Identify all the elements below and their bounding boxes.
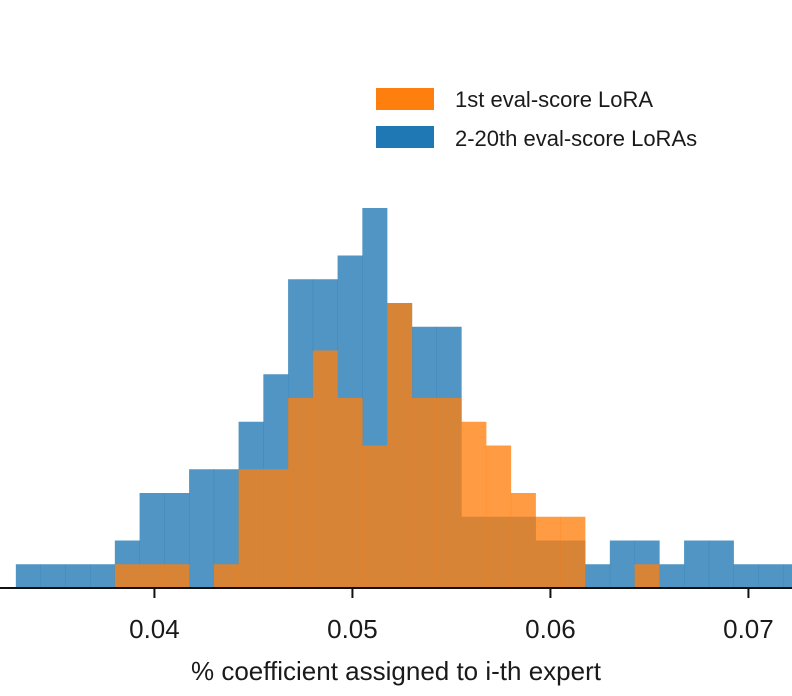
bar-2-20th-bin-30	[758, 564, 784, 588]
series-1st-bars	[114, 303, 660, 588]
bar-1st-bin-16	[411, 398, 437, 588]
bar-1st-bin-25	[634, 564, 660, 588]
bar-2-20th-bin-7	[189, 469, 215, 588]
x-axis-label: % coefficient assigned to i-th expert	[191, 656, 602, 686]
bar-1st-bin-9	[238, 469, 264, 588]
bar-1st-bin-10	[263, 469, 289, 588]
bar-2-20th-bin-24	[609, 540, 635, 588]
legend-swatch-2-20th	[376, 126, 434, 148]
x-tick-label-0.06: 0.06	[525, 614, 576, 644]
bar-2-20th-bin-29	[733, 564, 759, 588]
bar-2-20th-bin-28	[708, 540, 734, 588]
bar-1st-bin-6	[164, 564, 190, 588]
bar-1st-bin-19	[486, 445, 512, 588]
x-axis-ticks: 0.04 0.05 0.06 0.07	[129, 588, 774, 644]
bar-1st-bin-11	[288, 398, 314, 588]
bar-1st-bin-21	[535, 516, 561, 588]
bar-1st-bin-5	[139, 564, 165, 588]
bar-1st-bin-14	[362, 445, 388, 588]
x-tick-label-0.05: 0.05	[327, 614, 378, 644]
legend-swatch-1st	[376, 88, 434, 110]
bar-2-20th-bin-31	[783, 564, 792, 588]
legend-label-2-20th: 2-20th eval-score LoRAs	[455, 126, 697, 151]
bar-1st-bin-20	[510, 493, 536, 588]
x-tick-label-0.04: 0.04	[129, 614, 180, 644]
bar-2-20th-bin-2	[65, 564, 91, 588]
bar-1st-bin-8	[213, 564, 239, 588]
bar-1st-bin-22	[560, 516, 586, 588]
bar-2-20th-bin-3	[90, 564, 116, 588]
bar-1st-bin-18	[461, 421, 487, 588]
bar-1st-bin-12	[312, 350, 338, 588]
legend: 1st eval-score LoRA 2-20th eval-score Lo…	[376, 87, 697, 151]
legend-label-1st: 1st eval-score LoRA	[455, 87, 653, 112]
bar-2-20th-bin-23	[585, 564, 611, 588]
bar-2-20th-bin-1	[40, 564, 66, 588]
bar-2-20th-bin-26	[659, 564, 685, 588]
bar-1st-bin-17	[436, 398, 462, 588]
x-tick-label-0.07: 0.07	[723, 614, 774, 644]
bar-1st-bin-4	[114, 564, 140, 588]
bar-1st-bin-13	[337, 398, 363, 588]
bar-2-20th-bin-0	[15, 564, 41, 588]
bar-1st-bin-15	[387, 303, 413, 588]
bar-2-20th-bin-27	[684, 540, 710, 588]
